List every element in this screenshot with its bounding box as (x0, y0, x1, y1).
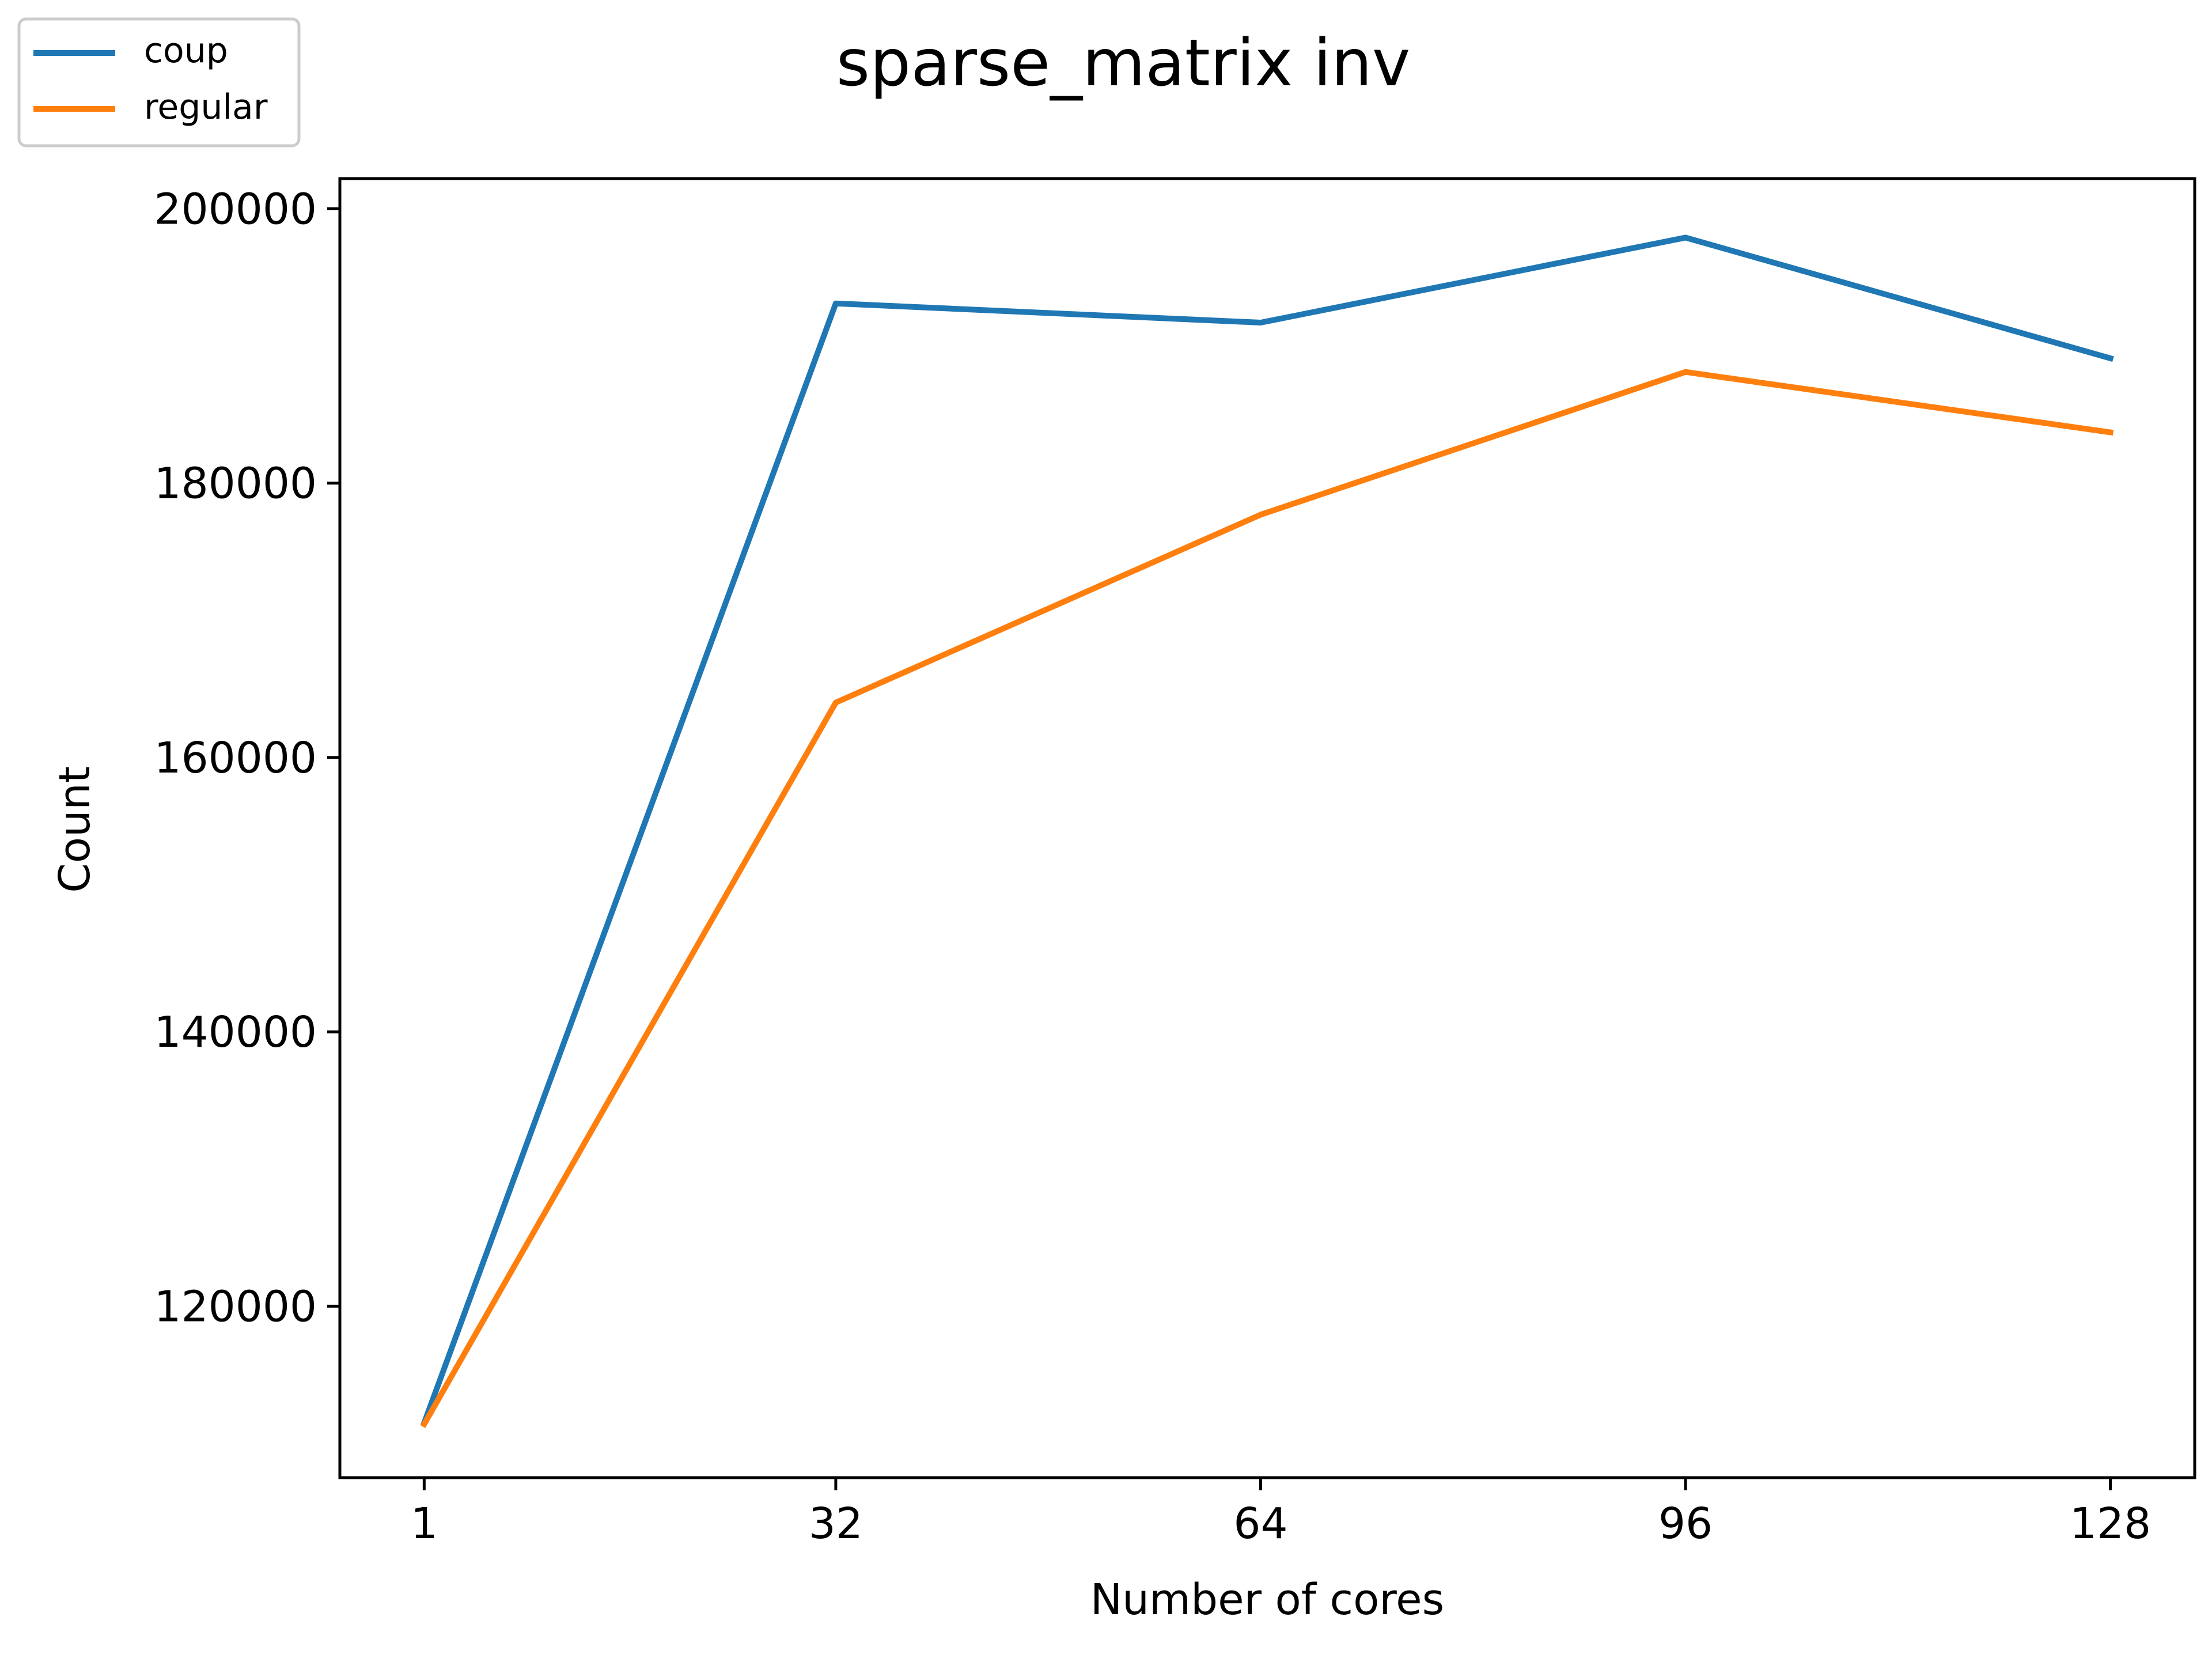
x-tick-label-64: 64 (1233, 1499, 1287, 1549)
x-tick-label-1: 1 (411, 1499, 438, 1549)
y-axis-label: Count (50, 766, 100, 893)
series-line-coup (420, 234, 2114, 1427)
y-tick-label-180000: 180000 (154, 459, 317, 509)
legend-label-regular: regular (144, 87, 268, 127)
y-tick-label-200000: 200000 (154, 184, 317, 234)
y-tick-label-160000: 160000 (154, 733, 317, 783)
plot-area: 1 32 64 96 128 120000 140000 160000 180000 200000 (154, 177, 2196, 1549)
x-tick-label-128: 128 (2070, 1499, 2151, 1549)
chart-title: sparse_matrix inv (836, 26, 1410, 101)
y-tick-label-120000: 120000 (154, 1282, 317, 1331)
legend: coup regular (17, 17, 301, 147)
y-tick-label-140000: 140000 (154, 1008, 317, 1057)
series-line-regular (420, 369, 2114, 1428)
x-axis-label: Number of cores (1090, 1575, 1444, 1625)
x-tick-label-32: 32 (809, 1499, 863, 1549)
legend-label-coup: coup (144, 31, 228, 71)
x-tick-label-96: 96 (1658, 1499, 1713, 1549)
axes-frame (338, 177, 2196, 1479)
